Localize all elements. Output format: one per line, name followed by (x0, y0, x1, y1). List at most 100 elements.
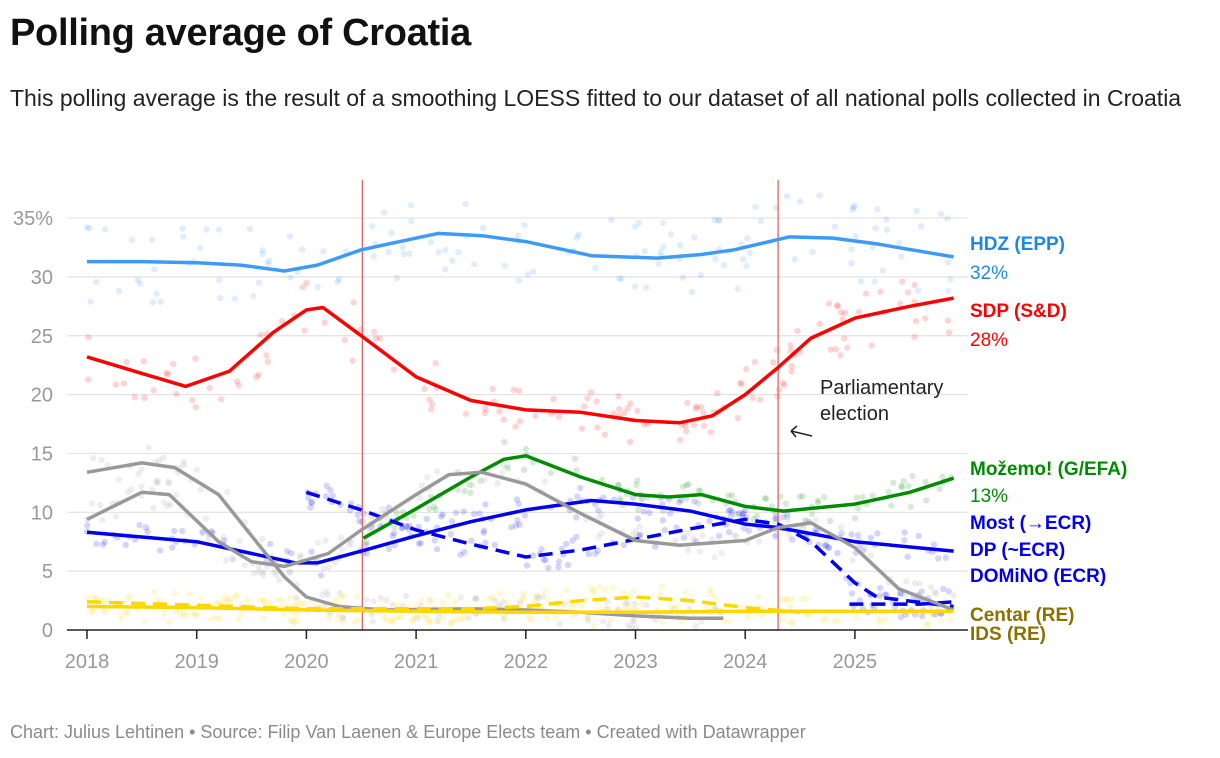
poll-dot (477, 477, 484, 485)
poll-dot (145, 444, 152, 451)
poll-dot (99, 517, 106, 524)
poll-dot (389, 532, 396, 540)
poll-dot (731, 531, 738, 539)
poll-dot (93, 540, 100, 548)
poll-dot (482, 501, 489, 508)
poll-dot (944, 215, 951, 222)
poll-dot (439, 511, 446, 518)
poll-dot (287, 274, 294, 281)
poll-dot (327, 486, 334, 494)
poll-dot (264, 358, 272, 365)
poll-dot (805, 611, 812, 619)
poll-dot (298, 246, 306, 253)
poll-dot (323, 482, 330, 490)
poll-dot (933, 590, 940, 597)
poll-dot (732, 510, 740, 518)
poll-dot (718, 549, 725, 557)
poll-dot (290, 619, 298, 627)
poll-dot (912, 317, 920, 325)
poll-dot (938, 617, 945, 624)
poll-dot (659, 219, 667, 227)
poll-dot (538, 545, 545, 553)
poll-dot (855, 308, 863, 315)
poll-dot (571, 455, 579, 462)
poll-dot (742, 506, 749, 514)
poll-dot (565, 598, 572, 605)
poll-dot (633, 624, 640, 631)
poll-dot (457, 615, 464, 623)
poll-dot (418, 597, 425, 604)
poll-dot (667, 231, 675, 238)
poll-dot (471, 595, 478, 603)
poll-dot (434, 617, 442, 625)
poll-dot (86, 224, 93, 232)
poll-dot (179, 527, 186, 535)
poll-dot (435, 249, 442, 256)
poll-dot (636, 531, 644, 538)
poll-dot (821, 542, 829, 549)
poll-dot (627, 593, 634, 600)
poll-dot (787, 618, 794, 626)
poll-dot (890, 479, 897, 486)
poll-dot (563, 586, 570, 594)
poll-dot (529, 552, 537, 559)
poll-dot (950, 592, 957, 599)
poll-dot (902, 578, 910, 585)
poll-dot (408, 218, 415, 225)
poll-dot (629, 618, 636, 625)
poll-dot (587, 584, 595, 591)
poll-dot (163, 370, 170, 377)
poll-dot (346, 507, 354, 514)
poll-dot (123, 608, 130, 615)
poll-dot (703, 603, 711, 610)
poll-dot (634, 407, 641, 415)
poll-dot (624, 405, 631, 412)
poll-dot (677, 497, 684, 504)
poll-dot (360, 510, 368, 517)
poll-dot (937, 210, 945, 218)
poll-dot (659, 517, 667, 524)
series-labels: HDZ (EPP) 32% SDP (S&D) 28% Možemo! (G/EFA) 1… (970, 234, 1127, 645)
series-line-9 (86, 604, 954, 615)
poll-dot (923, 621, 931, 629)
y-tick-label: 30 (31, 267, 53, 289)
poll-dot (531, 598, 538, 605)
poll-dot (334, 615, 342, 622)
poll-dot (922, 478, 929, 486)
poll-dot (198, 594, 205, 601)
y-tick-label: 15 (31, 443, 53, 465)
poll-dot (540, 556, 547, 564)
poll-dot (520, 589, 527, 597)
poll-dot (151, 589, 158, 596)
poll-dot (161, 611, 169, 618)
poll-dot (573, 514, 580, 521)
poll-dot (115, 476, 123, 483)
poll-dot (350, 299, 357, 306)
poll-dot (627, 400, 634, 407)
poll-dot (402, 522, 410, 530)
poll-dot (317, 572, 325, 579)
poll-dot (713, 389, 721, 397)
poll-dot (489, 594, 496, 601)
poll-dot (879, 267, 887, 274)
annotation-line1: Parliamentary (820, 377, 943, 399)
poll-dot (144, 528, 151, 535)
series-line-6 (86, 470, 955, 612)
poll-dot (255, 563, 262, 571)
poll-dot (585, 550, 593, 558)
poll-dot (615, 393, 622, 400)
poll-dot (257, 331, 264, 339)
poll-dot (851, 514, 859, 522)
poll-dot (416, 494, 423, 501)
poll-dot (170, 360, 177, 368)
poll-dot (426, 505, 433, 512)
poll-dot (715, 217, 723, 224)
poll-dot (834, 549, 841, 557)
poll-dot (407, 202, 415, 209)
poll-dot (426, 597, 434, 605)
poll-dot (569, 537, 576, 544)
poll-dot (153, 290, 160, 297)
poll-dot (587, 389, 595, 396)
poll-dot (435, 611, 443, 619)
